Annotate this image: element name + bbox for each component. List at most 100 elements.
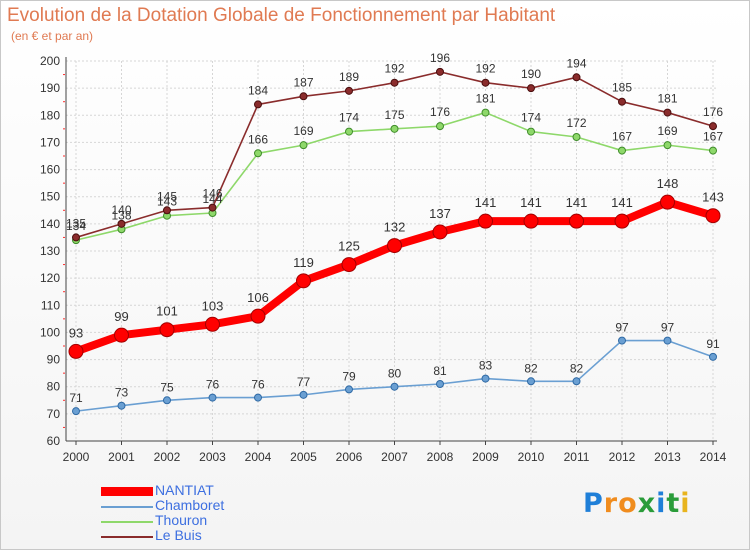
data-label-thouron: 174 xyxy=(339,111,359,125)
data-label-nantiat: 141 xyxy=(611,195,633,210)
data-label-le-buis: 181 xyxy=(657,92,677,106)
data-point-chamboret xyxy=(254,393,262,402)
y-tick-label: 80 xyxy=(47,380,61,394)
data-label-thouron: 169 xyxy=(293,124,313,138)
data-point-le-buis xyxy=(481,78,490,87)
data-point-thouron xyxy=(254,149,262,158)
data-label-le-buis: 145 xyxy=(157,189,177,203)
data-label-nantiat: 141 xyxy=(520,195,542,210)
data-label-le-buis: 196 xyxy=(430,51,450,65)
data-point-thouron xyxy=(481,108,490,117)
data-label-nantiat: 93 xyxy=(69,325,83,340)
series-chamboret: 71 73 75 76 76 77 79 80 81 83 82 82 97 97 91 xyxy=(69,321,720,416)
data-point-thouron xyxy=(345,127,353,136)
x-tick-label: 2003 xyxy=(199,450,226,464)
data-point-nantiat xyxy=(159,322,175,338)
data-label-thouron: 181 xyxy=(475,92,495,106)
y-tick-label: 200 xyxy=(40,54,60,68)
data-label-le-buis: 146 xyxy=(202,187,222,201)
logo-letter: x xyxy=(637,488,657,519)
data-point-le-buis xyxy=(436,67,444,76)
legend-label-chamboret: Chamboret xyxy=(155,497,225,513)
data-label-le-buis: 187 xyxy=(293,75,313,89)
legend: NANTIAT Chamboret Thouron Le Buis xyxy=(101,482,321,544)
data-label-thouron: 175 xyxy=(384,108,404,122)
data-point-le-buis xyxy=(208,203,217,212)
chart-title: Evolution de la Dotation Globale de Fonc… xyxy=(7,5,556,26)
data-point-chamboret xyxy=(436,380,444,388)
data-label-nantiat: 143 xyxy=(702,190,724,205)
logo-letter: o xyxy=(618,488,638,519)
data-label-nantiat: 125 xyxy=(338,239,360,254)
data-point-chamboret xyxy=(299,390,308,399)
legend-label-le-buis: Le Buis xyxy=(155,527,202,543)
y-tick-label: 120 xyxy=(40,271,60,285)
y-tick-label: 110 xyxy=(41,298,60,312)
data-point-chamboret xyxy=(72,407,80,416)
x-tick-label: 2000 xyxy=(63,450,90,464)
data-label-nantiat: 132 xyxy=(384,220,406,235)
data-point-chamboret xyxy=(527,377,535,386)
data-point-chamboret xyxy=(117,401,126,410)
logo-letter: i xyxy=(680,488,691,519)
data-point-le-buis xyxy=(163,206,171,215)
data-point-chamboret xyxy=(709,352,717,361)
data-point-nantiat xyxy=(614,213,630,229)
data-label-le-buis: 194 xyxy=(566,56,586,70)
data-point-thouron xyxy=(618,146,626,155)
data-label-chamboret: 82 xyxy=(570,361,584,375)
data-label-chamboret: 82 xyxy=(524,361,538,375)
data-point-thouron xyxy=(390,124,399,133)
y-tick-label: 140 xyxy=(40,217,60,231)
data-label-chamboret: 97 xyxy=(615,321,629,335)
data-point-nantiat xyxy=(660,194,675,210)
data-point-nantiat xyxy=(432,224,448,240)
data-point-nantiat xyxy=(569,213,584,229)
data-point-nantiat xyxy=(68,343,84,359)
logo-letter: i xyxy=(656,488,667,519)
series-nantiat: 93 99 101 103 106 119 125 132 137 141 141 141 141 148… xyxy=(68,176,724,359)
data-point-le-buis xyxy=(390,78,399,87)
legend-item-nantiat: NANTIAT xyxy=(101,482,321,499)
data-label-le-buis: 190 xyxy=(521,67,541,81)
data-label-chamboret: 75 xyxy=(160,380,174,394)
data-label-chamboret: 80 xyxy=(388,367,402,381)
data-label-chamboret: 76 xyxy=(206,378,220,392)
data-point-nantiat xyxy=(205,316,220,332)
data-label-chamboret: 71 xyxy=(69,391,83,405)
data-label-nantiat: 119 xyxy=(293,255,314,270)
logo-letter: r xyxy=(603,488,619,519)
x-tick-label: 2001 xyxy=(108,450,135,464)
y-tick-label: 190 xyxy=(40,81,60,95)
data-label-nantiat: 103 xyxy=(202,298,224,313)
data-label-chamboret: 97 xyxy=(661,321,675,335)
data-point-le-buis xyxy=(117,219,126,228)
legend-swatch-chamboret xyxy=(101,499,153,514)
legend-item-thouron: Thouron xyxy=(101,512,321,529)
y-tick-label: 170 xyxy=(40,135,60,149)
data-label-chamboret: 83 xyxy=(479,359,493,373)
x-tick-label: 2013 xyxy=(654,450,681,464)
legend-label-thouron: Thouron xyxy=(155,512,208,528)
data-point-le-buis xyxy=(72,233,80,242)
logo-letter: t xyxy=(666,488,681,519)
data-point-le-buis xyxy=(709,122,717,131)
data-point-le-buis xyxy=(254,100,262,109)
data-label-thouron: 138 xyxy=(111,208,131,222)
logo-letter: P xyxy=(583,488,604,519)
series-le-buis: 135 140 145 146 184 187 189 192 196 192 190 194 185 1… xyxy=(66,51,723,242)
y-tick-label: 90 xyxy=(47,353,61,367)
y-tick-label: 180 xyxy=(40,108,60,122)
data-label-nantiat: 99 xyxy=(114,309,128,324)
data-label-le-buis: 135 xyxy=(66,216,86,230)
x-tick-label: 2011 xyxy=(564,450,590,464)
x-tick-label: 2014 xyxy=(700,450,727,464)
data-point-thouron xyxy=(299,141,308,150)
data-label-thouron: 134 xyxy=(66,219,86,233)
chart-subtitle: (en € et par an) xyxy=(11,29,94,43)
data-label-thouron: 166 xyxy=(248,132,268,146)
data-label-thouron: 176 xyxy=(430,105,450,119)
